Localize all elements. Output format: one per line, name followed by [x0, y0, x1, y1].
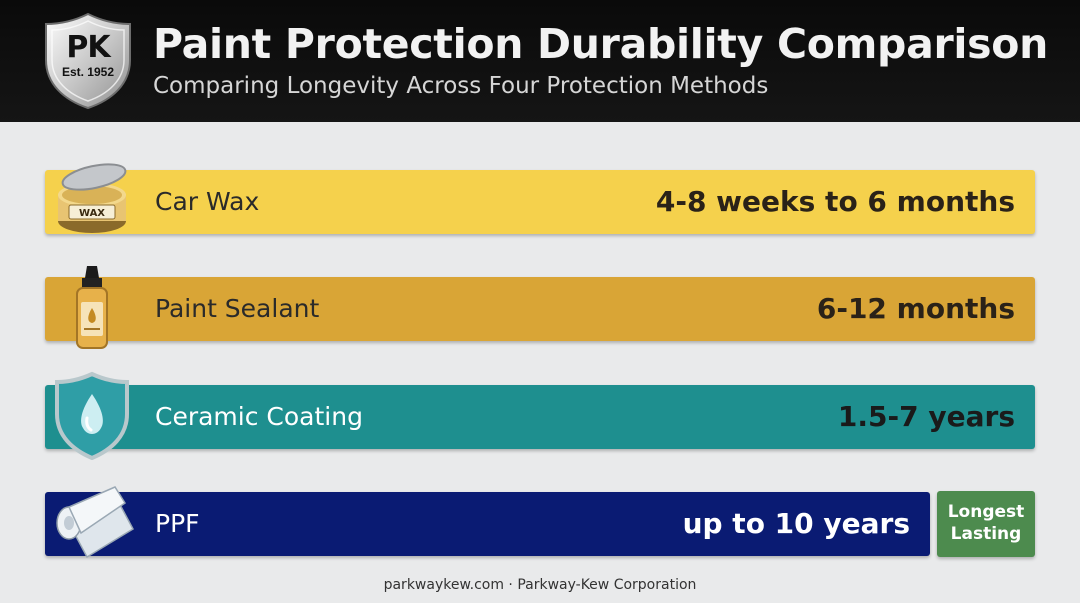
svg-text:WAX: WAX: [79, 208, 105, 219]
longest-lasting-badge: Longest Lasting: [937, 491, 1035, 557]
logo-established: Est. 1952: [61, 65, 115, 79]
category-label: PPF: [155, 509, 200, 538]
value-label: up to 10 years: [682, 507, 910, 540]
bar-ppf: PPF up to 10 years: [45, 486, 930, 559]
page-subtitle: Comparing Longevity Across Four Protecti…: [153, 73, 769, 99]
company-logo: PK Est. 1952: [44, 12, 132, 110]
wax-tin-icon: WAX: [47, 155, 137, 245]
sealant-bottle-icon: [47, 262, 137, 352]
header-banner: PK Est. 1952 Paint Protection Durability…: [0, 0, 1080, 122]
bar-paint-sealant: Paint Sealant 6-12 months: [45, 266, 1035, 349]
category-label: Car Wax: [155, 187, 260, 216]
logo-monogram: PK: [66, 30, 110, 65]
badge-label: Longest Lasting: [947, 502, 1025, 544]
film-roll-icon: [47, 477, 137, 567]
shield-logo-icon: [45, 12, 131, 110]
value-label: 4-8 weeks to 6 months: [655, 185, 1015, 218]
bar-car-wax: WAX Car Wax 4-8 weeks to 6 months: [45, 163, 1035, 234]
page-title: Paint Protection Durability Comparison: [153, 20, 1049, 68]
category-label: Ceramic Coating: [155, 402, 363, 431]
water-drop-shield-icon: [47, 370, 137, 460]
bar-ceramic-coating: Ceramic Coating 1.5-7 years: [45, 371, 1035, 460]
footer-credit: parkwaykew.com · Parkway-Kew Corporation: [383, 577, 697, 593]
value-label: 6-12 months: [816, 292, 1015, 325]
category-label: Paint Sealant: [155, 294, 320, 323]
value-label: 1.5-7 years: [837, 400, 1015, 433]
